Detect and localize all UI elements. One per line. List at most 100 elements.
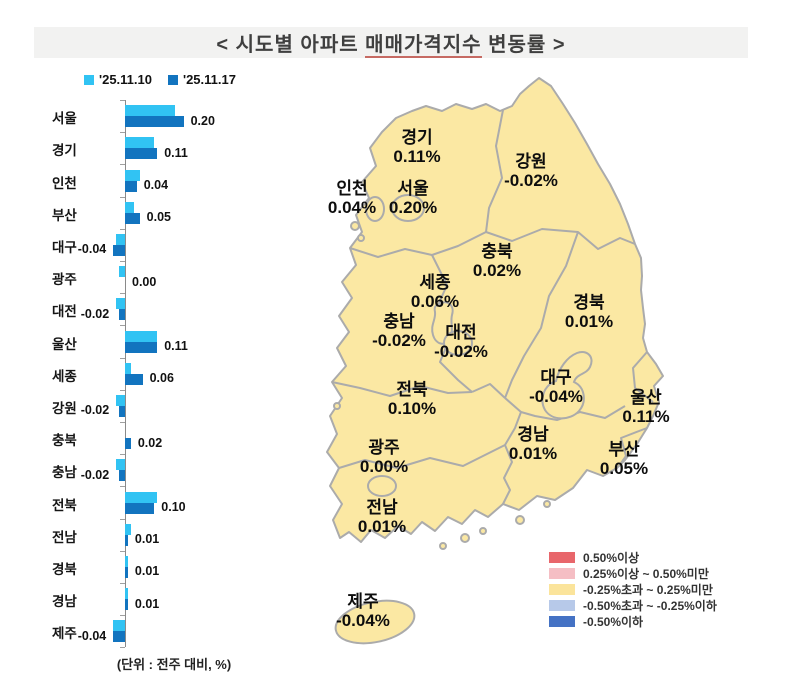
korea-map-wrap: [315, 76, 785, 666]
map-region-name: 제주: [347, 592, 379, 611]
axis-tick: [120, 196, 125, 198]
bar-value-label: 0.01: [134, 596, 160, 611]
map-region-value: -0.02%: [372, 331, 426, 350]
legend-swatch-icon: [167, 74, 178, 85]
bar-curr-week: [125, 341, 158, 353]
map-label-경북: 경북 0.01%: [524, 293, 654, 331]
bar-curr-week: [113, 631, 125, 643]
map-label-부산: 부산 0.05%: [559, 440, 689, 478]
map-legend-row-0: 0.50%이상: [549, 551, 717, 565]
island: [350, 221, 360, 231]
map-region-name: 경기: [401, 128, 433, 147]
map-legend-swatch-icon: [549, 616, 575, 627]
korea-map: [326, 77, 664, 645]
bar-region-label: 충북: [52, 433, 77, 449]
map-legend-swatch-icon: [549, 568, 575, 579]
map-region-name: 전남: [366, 498, 398, 517]
map-region-name: 서울: [397, 179, 429, 198]
bar-value-label: -0.04: [77, 242, 107, 257]
bar-value-label: -0.02: [80, 306, 110, 321]
bar-region-label: 광주: [52, 272, 77, 288]
axis-tick: [120, 422, 125, 423]
map-legend-label: -0.50%이하: [583, 615, 644, 629]
island: [333, 402, 341, 410]
axis-tick: [120, 293, 125, 295]
bar-prev-week: [125, 588, 128, 600]
map-region-value: 0.11%: [622, 407, 670, 426]
axis-tick: [120, 647, 125, 649]
map-label-광주: 광주 0.00%: [319, 438, 449, 476]
bar-region-label: 세종: [52, 368, 77, 384]
bar-curr-week: [125, 373, 143, 385]
enclave-seoul: [391, 194, 425, 222]
bar-prev-week: [125, 523, 131, 535]
bar-region-label: 인천: [52, 175, 77, 191]
map-label-울산: 울산 0.11%: [581, 388, 711, 426]
axis-tick: [120, 261, 125, 262]
axis-tick: [120, 164, 125, 166]
bar-value-label: 0.00: [132, 274, 157, 289]
bar-prev-week: [125, 555, 128, 567]
bar-prev-week: [116, 394, 125, 406]
axis-tick: [120, 325, 125, 327]
bar-region-label: 강원: [52, 400, 77, 416]
bar-curr-week: [119, 309, 125, 321]
bar-prev-week: [116, 233, 125, 245]
map-label-경남: 경남 0.01%: [468, 425, 598, 463]
bar-region-label: 대구: [52, 239, 77, 255]
border-jeonbuk-jeonnam: [338, 444, 506, 469]
map-legend-swatch-icon: [549, 600, 575, 611]
map-legend-row-2: -0.25%초과 ~ 0.25%미만: [549, 583, 717, 597]
map-region-name: 부산: [608, 440, 640, 459]
map-region-name: 전북: [396, 380, 428, 399]
bar-region-label: 대전: [52, 304, 77, 320]
bar-prev-week: [125, 201, 134, 213]
bar-prev-week: [125, 137, 155, 149]
axis-tick: [120, 615, 125, 617]
bar-curr-week: [125, 566, 128, 578]
bar-prev-week: [113, 620, 125, 632]
island: [357, 234, 365, 242]
bar-curr-week: [119, 470, 125, 482]
axis-tick: [120, 486, 125, 488]
bar-region-label: 전북: [52, 497, 77, 513]
bar-region-label: 서울: [52, 111, 77, 127]
map-label-충남: 충남 -0.02%: [334, 312, 464, 350]
bar-curr-week: [119, 405, 125, 417]
axis-tick: [120, 389, 125, 391]
title-bar: < 시도별 아파트 매매가격지수 변동률 >: [34, 27, 748, 58]
bar-value-label: -0.02: [80, 467, 110, 482]
enclave-daejeon: [443, 330, 473, 356]
enclave-incheon: [365, 196, 385, 222]
bar-value-label: 0.02: [137, 435, 163, 450]
bar-curr-week: [125, 599, 128, 611]
bar-region-label: 전남: [52, 529, 77, 545]
map-region-name: 경북: [573, 293, 605, 312]
bar-region-label: 경기: [52, 143, 77, 159]
border-ulsan: [632, 351, 654, 403]
map-region-value: -0.04%: [336, 611, 390, 630]
map-region-name: 울산: [630, 388, 662, 407]
map-region-value: 0.02%: [472, 261, 522, 280]
map-region-value: 0.10%: [387, 399, 437, 418]
map-legend-label: -0.50%초과 ~ -0.25%이하: [583, 599, 717, 613]
axis-tick: [120, 583, 125, 584]
legend-label: '25.11.17: [182, 72, 236, 87]
map-label-전북: 전북 0.10%: [347, 380, 477, 418]
bar-value-label: 0.05: [146, 210, 171, 225]
border-gyeonggi-south: [349, 231, 487, 258]
bar-value-label: 0.10: [161, 500, 186, 514]
map-legend-swatch-icon: [549, 584, 575, 595]
bar-prev-week: [125, 362, 131, 374]
island: [543, 500, 551, 508]
bar-value-label: 0.20: [190, 113, 215, 128]
map-label-충북: 충북 0.02%: [432, 242, 562, 280]
map-region-value: 0.06%: [410, 292, 460, 311]
island: [515, 515, 525, 525]
map-label-대구: 대구 -0.04%: [491, 368, 621, 406]
title-part1: < 시도별 아파트: [216, 34, 366, 56]
map-label-제주: 제주 -0.04%: [298, 592, 428, 630]
bar-region-label: 경남: [52, 594, 77, 610]
bar-curr-week: [113, 244, 125, 256]
